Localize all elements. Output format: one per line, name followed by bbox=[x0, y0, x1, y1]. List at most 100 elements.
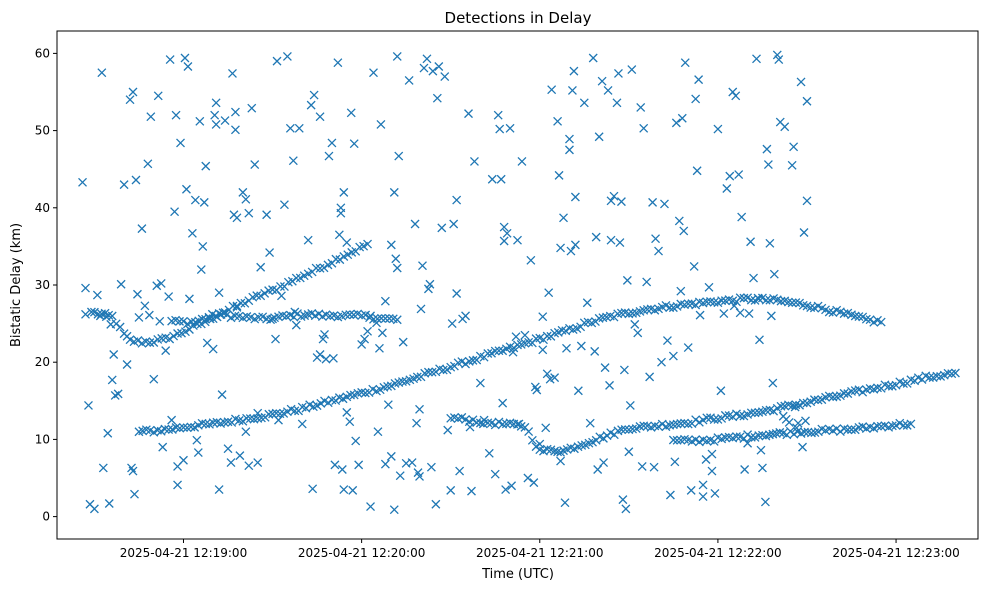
detection-point bbox=[245, 414, 255, 424]
detection-point bbox=[527, 435, 537, 445]
detection-point bbox=[594, 313, 604, 323]
detection-point bbox=[133, 289, 142, 299]
detection-point bbox=[493, 110, 503, 120]
detection-point bbox=[97, 68, 107, 78]
detection-point bbox=[285, 123, 295, 133]
detection-point bbox=[621, 504, 631, 514]
detection-point bbox=[716, 386, 726, 396]
detection-point bbox=[753, 293, 763, 303]
detection-point bbox=[761, 295, 771, 305]
detection-point bbox=[155, 316, 165, 326]
detection-point bbox=[680, 58, 690, 68]
detection-point bbox=[873, 421, 882, 431]
detection-point bbox=[394, 151, 404, 161]
detection-point bbox=[380, 459, 390, 469]
detection-point bbox=[924, 373, 934, 382]
detection-point bbox=[131, 175, 141, 185]
detection-point bbox=[161, 346, 171, 356]
detection-point bbox=[81, 309, 90, 319]
y-axis-label: Bistatic Delay (km) bbox=[9, 223, 24, 347]
detection-point bbox=[262, 210, 272, 220]
detection-point bbox=[490, 346, 500, 356]
detection-point bbox=[630, 319, 640, 329]
detection-point bbox=[651, 234, 661, 244]
detection-point bbox=[468, 415, 478, 425]
detection-point bbox=[319, 263, 329, 273]
detection-point bbox=[569, 66, 579, 76]
detection-point bbox=[241, 194, 251, 204]
detection-point bbox=[415, 404, 424, 414]
detection-point bbox=[538, 312, 548, 322]
y-tick-label: 40 bbox=[35, 201, 50, 215]
detection-point bbox=[176, 138, 185, 148]
detection-point bbox=[330, 460, 340, 470]
detection-point bbox=[843, 425, 853, 435]
detection-point bbox=[410, 219, 420, 229]
detection-point bbox=[707, 466, 717, 476]
detection-point bbox=[561, 326, 571, 336]
detection-point bbox=[122, 360, 132, 369]
detection-point bbox=[606, 196, 616, 206]
detection-point bbox=[343, 250, 353, 260]
detection-point bbox=[291, 273, 301, 283]
detection-point bbox=[713, 124, 723, 134]
detection-point bbox=[839, 388, 849, 398]
detection-point bbox=[328, 353, 338, 363]
detection-point bbox=[806, 303, 816, 313]
detection-point bbox=[689, 262, 699, 271]
detection-point bbox=[160, 424, 170, 434]
detection-point bbox=[193, 448, 203, 457]
detection-point bbox=[672, 435, 682, 445]
detection-point bbox=[542, 331, 552, 341]
detection-point bbox=[242, 413, 252, 423]
detection-point bbox=[654, 246, 663, 256]
detection-point bbox=[498, 419, 508, 429]
detection-point bbox=[591, 232, 601, 242]
detection-point bbox=[412, 418, 422, 428]
detection-point bbox=[722, 184, 732, 193]
detection-point bbox=[746, 237, 756, 247]
detection-point bbox=[164, 425, 174, 435]
detection-point bbox=[642, 304, 652, 314]
detection-point bbox=[455, 466, 465, 476]
detection-point bbox=[650, 421, 660, 431]
detection-point bbox=[624, 425, 634, 435]
detection-point bbox=[256, 291, 266, 301]
detection-point bbox=[164, 292, 174, 302]
detection-point bbox=[749, 273, 758, 283]
detection-point bbox=[680, 434, 689, 444]
detection-point bbox=[397, 377, 407, 387]
detection-point bbox=[588, 53, 598, 63]
detection-point bbox=[271, 334, 280, 344]
detection-point bbox=[765, 238, 775, 248]
detection-point bbox=[294, 123, 304, 133]
detection-point bbox=[127, 463, 136, 473]
detection-point bbox=[776, 296, 786, 306]
detection-point bbox=[768, 378, 778, 388]
detection-point bbox=[415, 472, 424, 481]
detection-point bbox=[232, 302, 242, 312]
detection-point bbox=[761, 405, 771, 415]
detection-point bbox=[735, 308, 745, 318]
detection-point bbox=[125, 95, 135, 105]
detection-point bbox=[513, 340, 522, 350]
detection-point bbox=[363, 326, 373, 336]
plot-area bbox=[78, 50, 960, 515]
detection-point bbox=[704, 282, 714, 292]
detection-point bbox=[192, 435, 202, 445]
detection-point bbox=[152, 281, 162, 291]
detection-point bbox=[691, 94, 701, 104]
detection-point bbox=[425, 279, 435, 289]
detection-point bbox=[423, 367, 433, 377]
detection-point bbox=[550, 373, 560, 383]
detection-point bbox=[617, 425, 627, 435]
detection-point bbox=[828, 392, 838, 402]
detection-point bbox=[437, 223, 447, 233]
detection-point bbox=[746, 408, 756, 418]
detection-point bbox=[183, 62, 193, 71]
detection-point bbox=[297, 419, 307, 429]
detection-point bbox=[628, 424, 638, 434]
detection-point bbox=[452, 195, 462, 205]
detection-point bbox=[187, 228, 197, 238]
detection-point bbox=[513, 235, 522, 245]
